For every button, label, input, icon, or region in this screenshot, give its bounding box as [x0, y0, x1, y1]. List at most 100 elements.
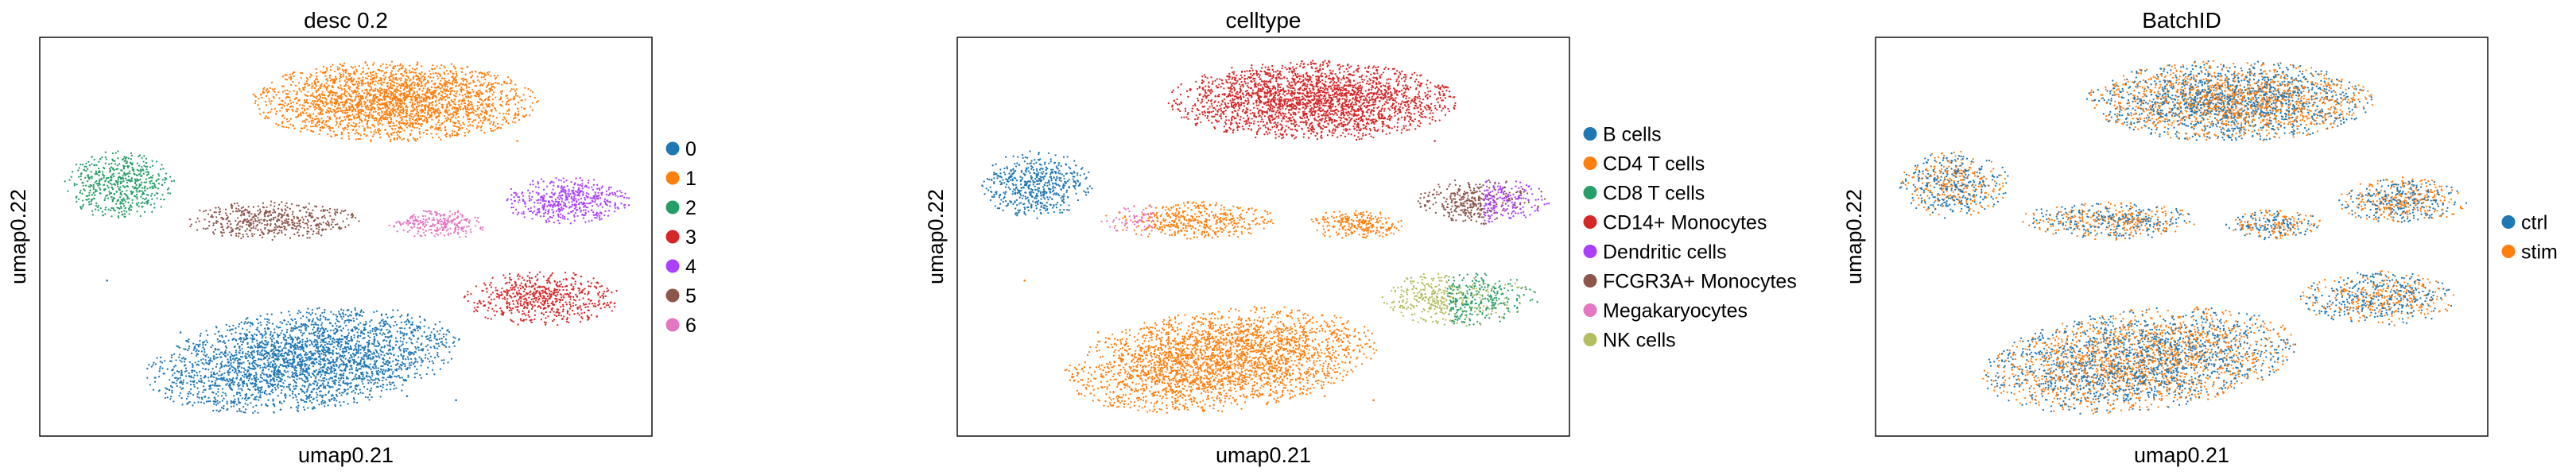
cell-point	[411, 87, 413, 89]
cell-point	[433, 333, 436, 336]
cell-point	[291, 351, 293, 353]
cell-point	[330, 385, 332, 388]
cell-point	[277, 386, 279, 389]
cell-point	[433, 68, 436, 70]
cell-point	[232, 355, 235, 357]
cell-point	[254, 346, 257, 349]
cell-point	[289, 102, 293, 105]
cell-point	[294, 394, 297, 396]
cell-point	[325, 89, 328, 91]
cell-point	[409, 69, 411, 72]
cell-point	[317, 362, 320, 365]
cell-point	[436, 121, 440, 124]
cell-point	[305, 367, 308, 370]
cell-point	[405, 347, 407, 350]
cell-point	[307, 407, 309, 409]
cell-point	[267, 363, 270, 366]
cell-point	[361, 380, 363, 383]
cell-point	[313, 374, 316, 377]
cell-point	[170, 356, 173, 359]
cell-point	[343, 88, 346, 91]
cell-point	[265, 336, 267, 338]
cell-point	[386, 71, 388, 74]
cell-point	[355, 95, 357, 98]
cell-point	[268, 322, 270, 324]
cell-point	[327, 404, 329, 407]
cell-point	[404, 363, 406, 365]
cell-point	[297, 312, 299, 315]
cell-point	[280, 373, 282, 375]
cell-point	[288, 337, 290, 339]
cell-point	[320, 344, 323, 346]
cell-point	[529, 114, 531, 117]
cell-point	[435, 342, 437, 345]
cell-point	[386, 133, 388, 135]
cell-point	[322, 332, 324, 335]
cell-point	[237, 361, 240, 365]
cell-point	[329, 335, 332, 338]
cell-point	[379, 98, 382, 101]
cell-point	[355, 80, 358, 83]
cell-point	[296, 384, 298, 388]
cell-point	[396, 330, 398, 333]
cell-point	[280, 342, 282, 344]
cell-point	[400, 367, 402, 369]
cell-point	[329, 322, 332, 325]
cell-point	[477, 79, 479, 82]
cell-point	[289, 358, 292, 361]
cell-point	[308, 339, 311, 342]
cell-point	[464, 134, 467, 137]
cell-point	[232, 405, 235, 407]
cell-point	[259, 341, 262, 344]
cell-point	[388, 324, 390, 326]
cell-point	[373, 367, 375, 369]
cell-point	[455, 79, 458, 81]
cell-point	[176, 380, 178, 382]
cell-point	[293, 326, 295, 330]
cell-point	[212, 350, 215, 353]
cell-point	[438, 99, 440, 102]
cell-point	[279, 354, 281, 357]
cell-point	[239, 356, 242, 358]
cell-point	[230, 405, 233, 408]
cell-point	[495, 96, 497, 98]
cell-point	[352, 349, 355, 352]
cell-point	[324, 387, 327, 389]
cell-point	[344, 382, 347, 384]
cell-point	[430, 331, 433, 334]
cell-point	[439, 329, 441, 332]
cell-point	[239, 371, 242, 373]
cell-point	[297, 346, 299, 349]
cell-point	[305, 125, 308, 127]
cell-point	[323, 351, 325, 353]
cell-point	[236, 384, 239, 386]
cell-point	[413, 365, 416, 368]
cell-point	[447, 72, 449, 75]
cell-point	[206, 362, 208, 365]
cell-point	[303, 400, 306, 403]
cell-point	[492, 85, 495, 88]
cell-point	[336, 319, 339, 322]
cell-point	[284, 74, 286, 76]
cell-point	[254, 396, 257, 399]
cell-point	[402, 84, 405, 87]
cell-point	[490, 75, 492, 78]
cell-point	[305, 344, 308, 346]
cell-point	[380, 313, 383, 315]
cell-point	[344, 110, 347, 112]
cell-point	[377, 367, 380, 369]
cell-point	[382, 384, 384, 386]
cell-point	[285, 110, 289, 113]
cell-point	[415, 75, 417, 78]
cell-point	[472, 109, 475, 111]
cell-point	[318, 114, 321, 116]
cell-point	[336, 315, 339, 318]
cell-point	[265, 373, 267, 376]
cell-point	[246, 342, 249, 346]
cell-point	[308, 333, 311, 335]
cell-point	[271, 363, 274, 365]
cell-point	[202, 342, 204, 344]
cell-point	[342, 374, 345, 377]
cell-point	[409, 351, 412, 353]
cell-point	[188, 391, 191, 393]
